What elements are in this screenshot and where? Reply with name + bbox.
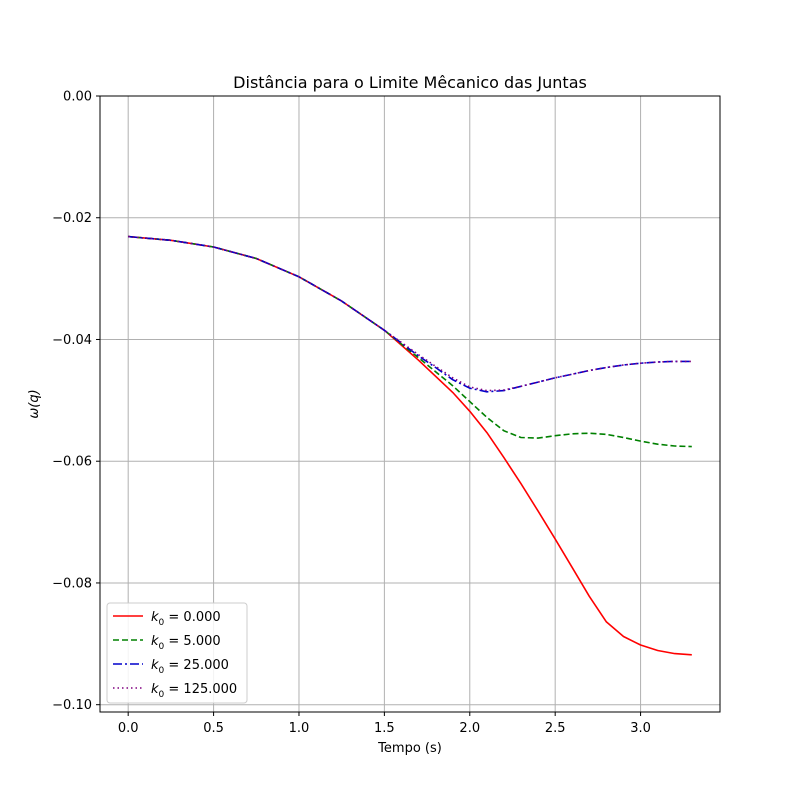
legend-value: = 5.000 xyxy=(164,634,220,649)
y-tick-label: −0.02 xyxy=(52,211,92,226)
legend-subscript: 0 xyxy=(159,690,165,700)
legend-var: k xyxy=(151,658,159,673)
legend-label-2: k0 = 25.000 xyxy=(151,658,229,676)
legend-value: = 125.000 xyxy=(164,682,237,697)
series-line-0 xyxy=(128,235,692,656)
x-axis-label: Tempo (s) xyxy=(377,741,442,756)
legend-var: k xyxy=(151,634,159,649)
series-line-1 xyxy=(128,235,692,448)
y-tick-label: 0.00 xyxy=(63,90,92,105)
x-tick-label: 1.5 xyxy=(374,721,395,736)
legend-value: = 25.000 xyxy=(164,658,229,673)
y-tick-label: −0.08 xyxy=(52,576,92,591)
y-tick-label: −0.06 xyxy=(52,455,92,470)
x-tick-label: 0.0 xyxy=(118,721,139,736)
x-tick-label: 0.5 xyxy=(203,721,224,736)
series-line-2 xyxy=(128,235,692,393)
x-axis: 0.0 0.5 1.0 1.5 2.0 2.5 3.0 xyxy=(118,712,651,736)
x-tick-label: 3.0 xyxy=(630,721,651,736)
legend-var: k xyxy=(151,610,159,625)
legend-label-1: k0 = 5.000 xyxy=(151,634,221,652)
y-axis-label: ω(q) xyxy=(27,389,42,418)
legend-subscript: 0 xyxy=(159,642,165,652)
grid xyxy=(100,95,720,712)
legend-label-3: k0 = 125.000 xyxy=(151,682,237,700)
x-tick-label: 1.0 xyxy=(289,721,310,736)
y-tick-label: −0.10 xyxy=(52,698,92,713)
legend-value: = 0.000 xyxy=(164,610,220,625)
legend-box xyxy=(106,602,248,704)
x-tick-label: 2.5 xyxy=(545,721,566,736)
plot-series xyxy=(128,235,692,656)
legend-subscript: 0 xyxy=(159,618,165,628)
legend-subscript: 0 xyxy=(159,666,165,676)
plot-frame xyxy=(99,95,721,713)
x-tick-label: 2.0 xyxy=(459,721,480,736)
legend-label-0: k0 = 0.000 xyxy=(151,610,221,628)
y-tick-label: −0.04 xyxy=(52,333,92,348)
series-line-3 xyxy=(128,235,692,392)
chart-title: Distância para o Limite Mêcanico das Jun… xyxy=(233,73,587,92)
y-axis: 0.00 −0.02 −0.04 −0.06 −0.08 −0.10 xyxy=(52,90,100,713)
legend-var: k xyxy=(151,682,159,697)
